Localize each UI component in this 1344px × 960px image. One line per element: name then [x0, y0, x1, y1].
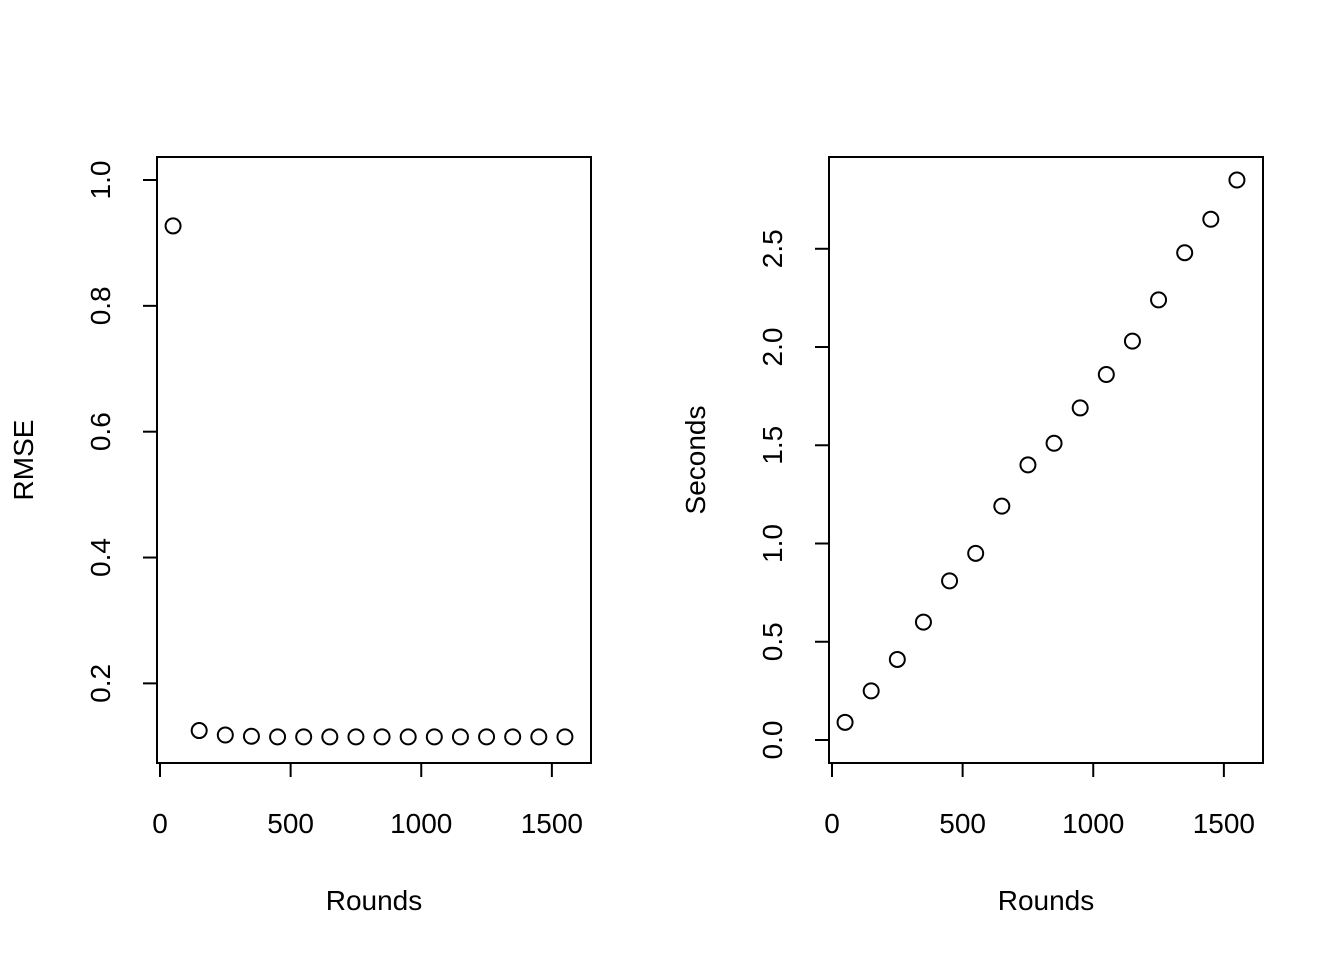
data-point — [478, 728, 496, 746]
y-tick-label: 0.8 — [85, 286, 116, 325]
data-point — [862, 682, 880, 700]
x-tick-label: 0 — [152, 808, 168, 839]
data-point — [190, 722, 208, 740]
y-tick-label: 0.0 — [757, 721, 788, 760]
data-point — [1071, 399, 1089, 417]
data-point — [1202, 210, 1220, 228]
y-axis-title: RMSE — [8, 420, 39, 501]
y-axis-title: Seconds — [680, 406, 711, 515]
data-point — [242, 727, 260, 745]
y-tick-label: 2.0 — [757, 328, 788, 367]
data-point — [373, 728, 391, 746]
y-tick-label: 2.5 — [757, 229, 788, 268]
plot-frame — [156, 156, 592, 764]
data-point — [967, 544, 985, 562]
data-point — [1123, 332, 1141, 350]
data-point — [530, 728, 548, 746]
data-point — [269, 728, 287, 746]
y-tick-label: 0.6 — [85, 412, 116, 451]
data-point — [347, 728, 365, 746]
y-tick-label: 1.0 — [757, 524, 788, 563]
rmse-panel: 0 500 1000 1500 0.2 0.4 0.6 0.8 1.0 Rounds RMSE — [8, 156, 592, 916]
x-axis-title: Rounds — [998, 885, 1095, 916]
y-tick-label: 1.5 — [757, 426, 788, 465]
y-tick-label: 1.0 — [85, 161, 116, 200]
data-point — [836, 713, 854, 731]
x-tick-label: 1000 — [390, 808, 452, 839]
plot-frame — [828, 156, 1264, 764]
data-point — [556, 728, 574, 746]
data-point — [216, 726, 234, 744]
x-tick-label: 500 — [939, 808, 986, 839]
x-tick-label: 500 — [267, 808, 314, 839]
data-point — [1097, 366, 1115, 384]
x-tick-label: 1500 — [1193, 808, 1255, 839]
y-tick-label: 0.2 — [85, 664, 116, 703]
x-tick-label: 1500 — [521, 808, 583, 839]
data-point — [451, 728, 469, 746]
data-point — [1176, 244, 1194, 262]
data-point — [1019, 456, 1037, 474]
data-point — [1045, 434, 1063, 452]
data-point — [914, 613, 932, 631]
data-point — [321, 728, 339, 746]
seconds-panel: 0 500 1000 1500 0.0 0.5 1.0 1.5 2.0 2.5 Rounds Seco… — [680, 156, 1264, 916]
x-tick-label: 0 — [824, 808, 840, 839]
y-tick-label: 0.4 — [85, 538, 116, 577]
data-point — [993, 497, 1011, 515]
y-tick-label: 0.5 — [757, 622, 788, 661]
data-point — [941, 572, 959, 590]
data-point — [1150, 291, 1168, 309]
data-point — [504, 728, 522, 746]
data-point — [888, 650, 906, 668]
data-point — [399, 728, 417, 746]
data-point — [164, 217, 182, 235]
x-axis-title: Rounds — [326, 885, 423, 916]
data-point — [425, 728, 443, 746]
data-point — [1228, 171, 1246, 189]
x-tick-label: 1000 — [1062, 808, 1124, 839]
data-point — [295, 728, 313, 746]
